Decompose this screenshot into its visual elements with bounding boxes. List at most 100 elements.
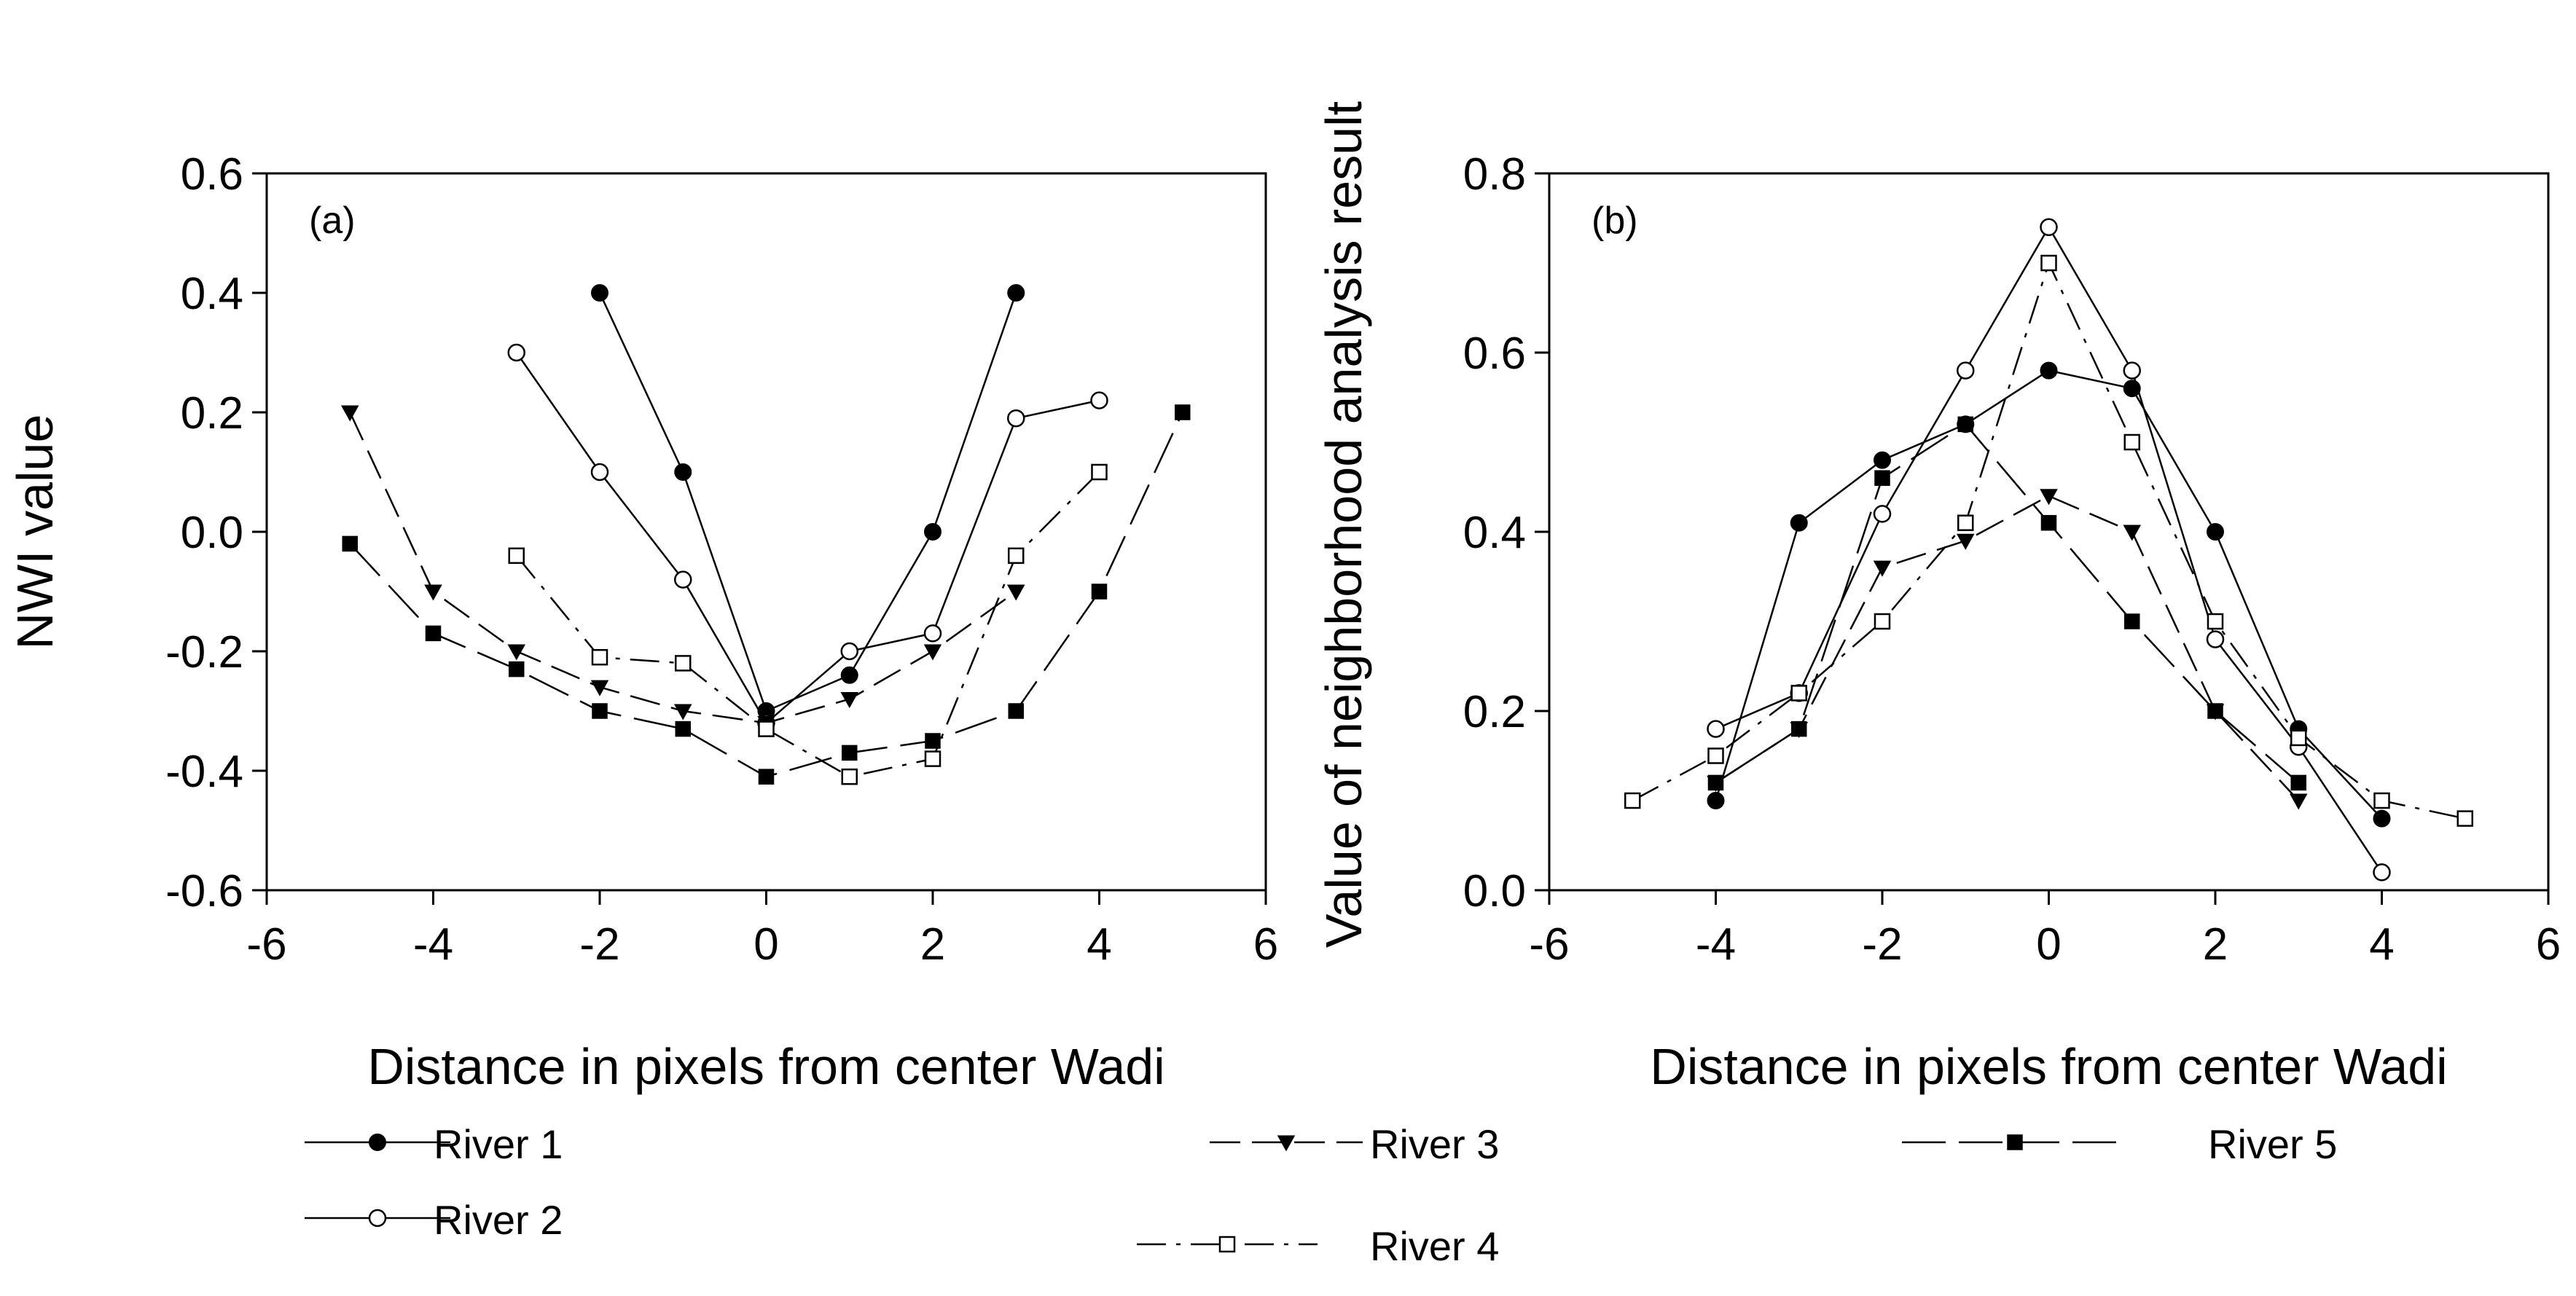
data-point [2207, 523, 2224, 541]
data-point [592, 703, 608, 719]
series-line [1715, 495, 2300, 801]
data-point [507, 644, 526, 661]
data-point [1624, 792, 1641, 809]
series-line [515, 352, 1100, 725]
data-point [424, 584, 442, 601]
data-point [2040, 254, 2057, 272]
data-point [342, 535, 358, 552]
series-line [1715, 225, 2383, 873]
legend-item-river-3: River 3 [1210, 1121, 1499, 1167]
series-line [598, 292, 1017, 712]
y-axis-label: NWI value [7, 415, 63, 650]
data-point [841, 768, 858, 785]
data-point [1091, 584, 1108, 600]
data-point [1957, 416, 1973, 433]
y-tick-label: 0.4 [1463, 508, 1526, 558]
x-axis-label: Distance in pixels from center Wadi [367, 1038, 1164, 1095]
x-tick-label: -2 [579, 919, 619, 970]
panel-b: 0.0 0.2 0.4 0.6 0.8 -6 -4 -2 0 2 4 6 Distance in pix… [1315, 101, 2561, 1095]
series-line [349, 412, 1017, 724]
data-point [840, 692, 859, 709]
data-point [1175, 404, 1191, 420]
data-point [2040, 489, 2058, 506]
legend-item-river-2: River 2 [305, 1197, 563, 1243]
data-point [1790, 685, 1807, 702]
y-tick-label: 0.2 [1463, 687, 1526, 737]
legend-marker [369, 1134, 386, 1151]
series-river-4 [508, 463, 1108, 785]
data-point [1957, 361, 1975, 380]
data-point [2040, 361, 2058, 380]
data-point [2123, 525, 2142, 541]
series-line [1715, 369, 2383, 820]
x-tick-label: 0 [2036, 919, 2061, 970]
series-river-3 [340, 405, 1025, 732]
data-point [2207, 703, 2223, 719]
data-point [840, 666, 858, 684]
legend-label: River 4 [1370, 1223, 1499, 1269]
x-tick-label: -4 [413, 919, 453, 970]
data-point [1090, 391, 1108, 409]
data-point [591, 648, 608, 666]
y-axis-label: Value of neighborhood analysis result [1315, 101, 1372, 948]
x-tick-label: 0 [753, 919, 778, 970]
legend-label: River 2 [434, 1197, 563, 1243]
data-point [1873, 505, 1892, 523]
data-point [2207, 613, 2224, 630]
data-point [1956, 533, 1975, 550]
legend: River 1 River 2 River 3 River 4 River 5 [305, 1121, 2337, 1269]
plot-frame [1548, 172, 2550, 892]
series-river-5 [342, 404, 1191, 785]
data-point [840, 642, 858, 661]
data-point [675, 655, 692, 672]
data-point [1791, 720, 1807, 737]
legend-item-river-1: River 1 [305, 1121, 563, 1167]
y-tick-label: 0.6 [1463, 329, 1526, 379]
data-point [924, 523, 941, 541]
x-axis-label: Distance in pixels from center Wadi [1650, 1038, 2447, 1095]
data-point [842, 745, 858, 761]
legend-label: River 5 [2208, 1121, 2337, 1167]
data-point [2290, 774, 2306, 791]
legend-item-river-4: River 4 [1137, 1223, 1499, 1269]
data-point [2373, 809, 2391, 828]
data-point [2123, 433, 2140, 451]
series-line [1715, 423, 2300, 784]
data-point [925, 733, 941, 749]
y-tick-label: 0.6 [181, 149, 243, 200]
x-tick-label: 6 [2536, 919, 2561, 970]
legend-label: River 3 [1370, 1121, 1499, 1167]
data-point [507, 343, 525, 362]
y-tick-label: 0.0 [1463, 866, 1526, 916]
series-river-1 [591, 284, 1025, 720]
data-point [2373, 863, 2391, 881]
data-point [509, 661, 525, 678]
x-tick-label: -4 [1696, 919, 1736, 970]
data-point [1873, 560, 1892, 577]
data-point [590, 463, 609, 482]
data-point [923, 624, 942, 643]
panel-label: (b) [1592, 200, 1638, 242]
series-river-5 [1707, 416, 2306, 791]
series-river-1 [1707, 361, 2391, 828]
data-point [1874, 470, 1890, 486]
data-point [924, 750, 941, 767]
series-river-2 [507, 343, 1108, 732]
data-point [673, 704, 692, 720]
data-point [1790, 514, 1808, 532]
data-point [675, 720, 691, 737]
series-river-4 [1624, 254, 2473, 827]
data-point [591, 284, 608, 302]
x-tick-label: -6 [1529, 919, 1569, 970]
data-point [1091, 463, 1108, 481]
data-point [1008, 547, 1025, 565]
data-point [1008, 703, 1024, 719]
y-tick-label: 0.2 [181, 388, 243, 439]
data-point [1707, 792, 1725, 809]
x-tick-label: -2 [1862, 919, 1902, 970]
series-line [515, 471, 1100, 778]
x-tick-label: -6 [246, 919, 286, 970]
x-tick-label: 2 [2203, 919, 2228, 970]
y-tick-label: 0.8 [1463, 149, 1526, 200]
